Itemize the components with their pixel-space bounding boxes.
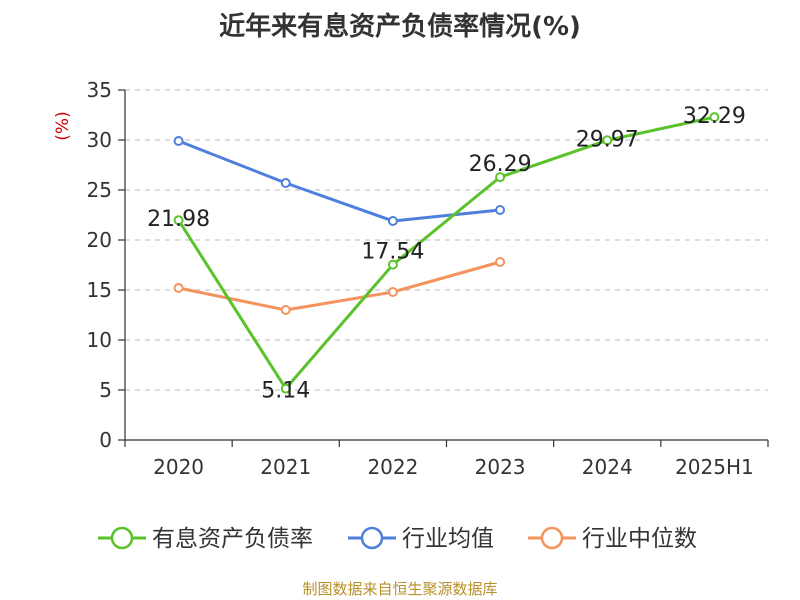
y-tick-label: 30	[87, 128, 112, 152]
data-point-0	[495, 172, 506, 183]
data-label: 17.54	[361, 240, 424, 265]
y-tick-label: 15	[87, 278, 112, 302]
y-tick-label: 35	[87, 78, 112, 102]
x-tick-label: 2022	[367, 455, 418, 479]
data-label: 5.14	[261, 379, 310, 404]
data-point-1	[387, 216, 398, 226]
legend-label: 有息资产负债率	[152, 526, 313, 552]
y-tick-label: 5	[99, 378, 112, 402]
series-line-2	[178, 260, 501, 312]
data-point-1	[495, 205, 506, 215]
data-point-2	[387, 287, 398, 297]
data-point-1	[280, 178, 291, 188]
data-point-2	[495, 257, 506, 267]
legend-marker	[540, 526, 564, 550]
x-tick-label: 2025H1	[675, 455, 754, 479]
source-note: 制图数据来自恒生聚源数据库	[302, 580, 498, 598]
data-point-0	[173, 215, 184, 226]
data-label: 29.97	[576, 127, 639, 152]
y-tick-label: 0	[99, 428, 112, 452]
y-tick-label: 10	[87, 328, 112, 352]
data-label: 32.29	[683, 104, 746, 129]
data-point-2	[173, 283, 184, 293]
x-tick-label: 2021	[260, 455, 311, 479]
data-labels: 21.98 5.14 17.54 26.29 29.97 32.29	[147, 104, 746, 404]
series-line-0	[177, 115, 715, 391]
data-label: 21.98	[147, 207, 210, 232]
data-point-0	[280, 383, 291, 394]
data-point-0	[387, 259, 398, 270]
legend-label: 行业均值	[402, 526, 494, 552]
chart-title: 近年来有息资产负债率情况(%)	[219, 12, 581, 42]
data-label: 26.29	[469, 152, 532, 177]
data-point-0	[602, 135, 613, 146]
series-line-1	[178, 139, 501, 223]
data-point-2	[280, 305, 291, 315]
legend: 有息资产负债率 行业均值 行业中位数	[98, 526, 697, 552]
x-tick-label: 2023	[475, 455, 526, 479]
data-point-1	[173, 136, 184, 146]
axes: 0 5 10 15 20 25 30 35 (%) 2020 2021 2022 2023 2024 202…	[53, 78, 769, 479]
y-axis-label: (%)	[53, 111, 73, 140]
y-tick-label: 25	[87, 178, 112, 202]
x-tick-label: 2020	[153, 455, 204, 479]
legend-marker	[110, 526, 134, 550]
legend-label: 行业中位数	[582, 526, 697, 552]
data-point-0	[709, 112, 720, 123]
series-layer	[173, 112, 720, 394]
grid-lines	[125, 89, 768, 391]
x-tick-label: 2024	[582, 455, 633, 479]
y-tick-label: 20	[87, 228, 112, 252]
legend-marker	[360, 526, 384, 550]
